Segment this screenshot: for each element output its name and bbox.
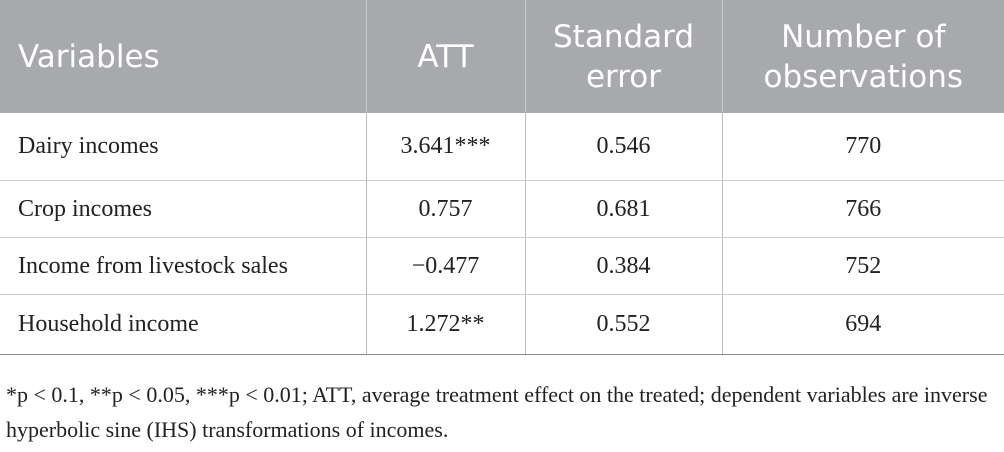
results-table: Variables ATT Standard error Number of obse… <box>0 0 1004 355</box>
table-cell: 766 <box>722 180 1004 238</box>
header-cell: Variables <box>0 0 367 113</box>
footnote: *p < 0.1, **p < 0.05, ***p < 0.01; ATT, … <box>6 382 988 442</box>
table-header: Variables ATT Standard error Number of obse… <box>0 0 1004 113</box>
table-row: Household income 1.272** 0.552 694 <box>0 294 1004 355</box>
table-row: Crop incomes 0.757 0.681 766 <box>0 180 1004 238</box>
table-cell: Household income <box>0 294 367 355</box>
table-cell: 0.546 <box>525 113 723 181</box>
header-cell: Number of observations <box>722 0 1004 113</box>
header-cell: Standard error <box>525 0 723 113</box>
table-cell: 0.552 <box>525 294 723 355</box>
table-cell: 752 <box>722 237 1004 295</box>
table-cell: 0.384 <box>525 237 723 295</box>
table-cell: Crop incomes <box>0 180 367 238</box>
table-cell: 694 <box>722 294 1004 355</box>
table-row: Income from livestock sales −0.477 0.384 75… <box>0 237 1004 295</box>
table-cell: −0.477 <box>366 237 526 295</box>
table-body: Dairy incomes 3.641*** 0.546 770 Crop income… <box>0 113 1004 355</box>
table-cell: Income from livestock sales <box>0 237 367 295</box>
table-cell: 0.681 <box>525 180 723 238</box>
table-row: Dairy incomes 3.641*** 0.546 770 <box>0 113 1004 181</box>
table-cell: 1.272** <box>366 294 526 355</box>
header-row: Variables ATT Standard error Number of obse… <box>0 0 1004 113</box>
table-cell: 770 <box>722 113 1004 181</box>
table-cell: Dairy incomes <box>0 113 367 181</box>
table-cell: 0.757 <box>366 180 526 238</box>
table-cell: 3.641*** <box>366 113 526 181</box>
header-cell: ATT <box>366 0 526 113</box>
